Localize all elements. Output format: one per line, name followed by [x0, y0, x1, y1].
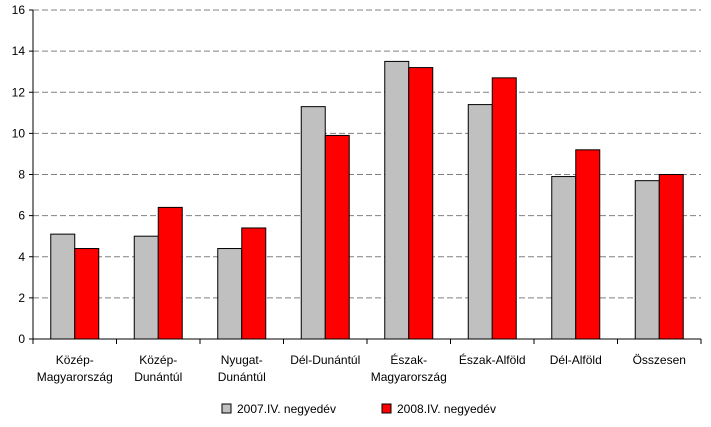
x-category-label: Közép-	[139, 353, 177, 367]
bar-series1	[467, 104, 493, 340]
x-category-label: Észak-	[390, 352, 427, 367]
x-category-label: Észak-Alföld	[459, 352, 526, 367]
x-category-label: Magyarország	[371, 370, 447, 384]
bar-series2	[324, 134, 350, 340]
y-tick-label: 0	[18, 332, 25, 346]
bars	[50, 60, 684, 340]
y-tick-label: 12	[12, 85, 26, 99]
y-tick-label: 4	[18, 250, 25, 264]
x-category-label: Közép-	[56, 353, 94, 367]
x-category-label: Dél-Alföld	[550, 353, 602, 367]
legend-swatch	[381, 403, 392, 414]
legend-label: 2008.IV. negyedév	[397, 402, 496, 416]
bar-series1	[217, 248, 243, 340]
bar-series2	[658, 174, 684, 340]
x-category-label: Dunántúl	[134, 370, 182, 384]
axes	[29, 9, 702, 344]
y-tick-label: 6	[18, 209, 25, 223]
y-axis-tick-labels: 0 2 4 6 8 10 12 14 16	[12, 3, 26, 346]
x-category-label: Magyarország	[37, 370, 113, 384]
bar-series2	[74, 248, 100, 340]
y-tick-label: 8	[18, 168, 25, 182]
bar-series2	[575, 149, 601, 340]
legend-label: 2007.IV. negyedév	[237, 402, 336, 416]
bar-series2	[491, 77, 517, 340]
bar-series1	[384, 60, 410, 340]
gridlines	[33, 9, 701, 299]
x-category-label: Nyugat-	[221, 353, 263, 367]
y-tick-label: 14	[12, 44, 26, 58]
bar-series1	[634, 180, 660, 340]
bar-series2	[157, 206, 183, 340]
y-tick-label: 16	[12, 3, 26, 17]
x-category-label: Dél-Dunántúl	[290, 353, 360, 367]
legend: 2007.IV. negyedév 2008.IV. negyedév	[221, 402, 496, 416]
bar-series1	[551, 176, 577, 340]
bar-series1	[300, 106, 326, 340]
x-category-label: Összesen	[633, 353, 686, 367]
x-category-label: Dunántúl	[218, 370, 266, 384]
bar-series2	[241, 227, 267, 340]
bar-series1	[50, 233, 76, 340]
x-axis-category-labels: Közép- Magyarország Közép- Dunántúl Nyugat- D…	[37, 352, 686, 384]
y-tick-label: 2	[18, 291, 25, 305]
bar-series1	[133, 235, 159, 340]
y-tick-label: 10	[12, 126, 26, 140]
legend-swatch	[221, 403, 232, 414]
bar-series2	[408, 67, 434, 340]
